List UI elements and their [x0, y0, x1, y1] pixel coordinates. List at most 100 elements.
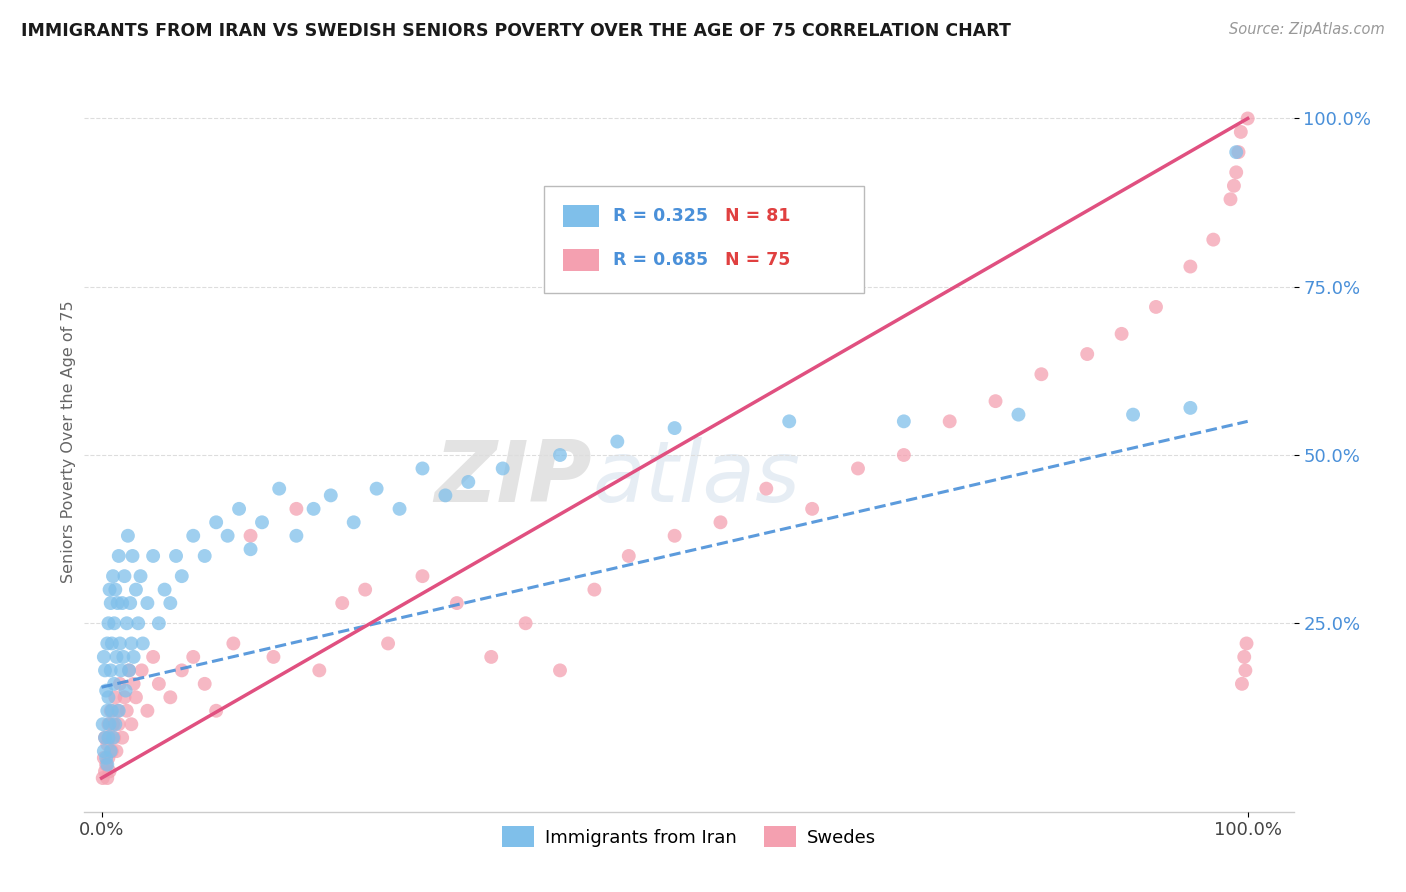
Point: [170, 569, 193, 583]
Point: [120, 596, 142, 610]
Point: [308, 664, 330, 678]
Point: [120, 636, 142, 650]
Point: [181, 529, 204, 543]
Point: [114, 683, 136, 698]
Point: [132, 636, 155, 650]
Point: [96, 704, 118, 718]
Point: [492, 461, 515, 475]
Point: [1227, 145, 1250, 160]
Point: [606, 434, 628, 449]
Point: [664, 529, 686, 543]
Point: [893, 448, 915, 462]
Point: [107, 704, 129, 718]
Point: [250, 516, 273, 530]
Point: [170, 664, 193, 678]
Point: [101, 717, 124, 731]
Point: [1122, 408, 1144, 422]
Point: [354, 582, 377, 597]
Point: [103, 731, 125, 745]
Point: [801, 501, 824, 516]
Point: [1234, 664, 1257, 678]
Point: [377, 636, 399, 650]
Point: [1236, 112, 1258, 126]
Point: [709, 516, 731, 530]
Point: [112, 649, 135, 664]
Point: [101, 636, 124, 650]
Point: [104, 690, 127, 705]
Point: [515, 616, 537, 631]
Point: [105, 649, 128, 664]
Point: [269, 482, 291, 496]
Point: [136, 596, 159, 610]
Point: [548, 664, 571, 678]
Point: [129, 569, 152, 583]
Point: [434, 488, 457, 502]
Point: [1236, 636, 1258, 650]
Point: [1180, 260, 1202, 274]
Point: [617, 549, 640, 563]
Point: [96, 636, 118, 650]
Point: [755, 482, 778, 496]
Point: [1225, 165, 1247, 179]
Point: [114, 690, 136, 705]
Y-axis label: Seniors Poverty Over the Age of 75: Seniors Poverty Over the Age of 75: [60, 301, 76, 582]
Point: [103, 616, 125, 631]
Point: [411, 461, 433, 475]
Point: [1111, 326, 1133, 341]
Point: [103, 677, 125, 691]
Point: [984, 394, 1007, 409]
Point: [104, 717, 127, 731]
Point: [217, 529, 239, 543]
Point: [239, 542, 262, 557]
FancyBboxPatch shape: [564, 249, 599, 271]
Point: [583, 582, 606, 597]
Point: [94, 731, 117, 745]
Point: [1202, 233, 1225, 247]
Point: [893, 414, 915, 428]
Point: [330, 596, 353, 610]
Text: atlas: atlas: [592, 437, 800, 520]
Point: [98, 764, 121, 779]
Point: [778, 414, 800, 428]
Point: [108, 636, 131, 650]
Point: [136, 704, 159, 718]
Point: [194, 549, 217, 563]
FancyBboxPatch shape: [544, 186, 865, 293]
Point: [120, 717, 142, 731]
Point: [91, 717, 114, 731]
Point: [938, 414, 960, 428]
Point: [117, 529, 139, 543]
FancyBboxPatch shape: [564, 204, 599, 227]
Point: [105, 744, 128, 758]
Point: [107, 717, 129, 731]
Point: [664, 421, 686, 435]
Point: [94, 731, 117, 745]
Point: [94, 757, 117, 772]
Point: [285, 529, 308, 543]
Point: [1076, 347, 1098, 361]
Point: [153, 582, 176, 597]
Point: [366, 482, 388, 496]
Legend: Immigrants from Iran, Swedes: Immigrants from Iran, Swedes: [495, 819, 883, 855]
Point: [1230, 677, 1253, 691]
Point: [93, 751, 115, 765]
Point: [101, 704, 124, 718]
Point: [1230, 125, 1253, 139]
Point: [101, 744, 124, 758]
Point: [96, 771, 118, 785]
Point: [101, 569, 124, 583]
Point: [114, 569, 136, 583]
Point: [100, 596, 122, 610]
Point: [343, 516, 366, 530]
Text: IMMIGRANTS FROM IRAN VS SWEDISH SENIORS POVERTY OVER THE AGE OF 75 CORRELATION C: IMMIGRANTS FROM IRAN VS SWEDISH SENIORS …: [21, 22, 1011, 40]
Point: [1219, 192, 1241, 206]
Point: [479, 649, 502, 664]
Point: [107, 704, 129, 718]
Point: [98, 582, 121, 597]
Point: [125, 690, 148, 705]
Point: [411, 569, 433, 583]
Point: [100, 664, 122, 678]
Point: [205, 704, 228, 718]
Point: [1223, 178, 1246, 193]
Point: [131, 664, 153, 678]
